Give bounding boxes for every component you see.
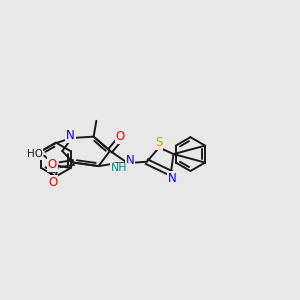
Text: O: O	[48, 176, 58, 189]
Text: O: O	[116, 130, 125, 143]
Text: HO: HO	[27, 149, 43, 159]
Text: NH: NH	[111, 163, 127, 173]
Text: N: N	[168, 172, 176, 184]
Text: N: N	[66, 129, 75, 142]
Text: N: N	[125, 154, 134, 167]
Text: O: O	[48, 158, 57, 171]
Text: S: S	[155, 136, 162, 149]
